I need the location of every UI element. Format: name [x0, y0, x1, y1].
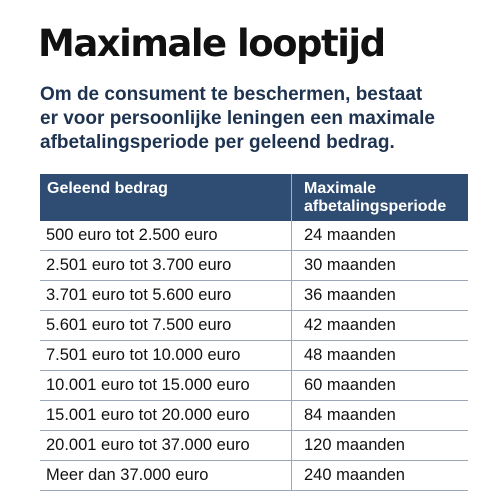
amount-cell: 5.601 euro tot 7.500 euro [46, 316, 232, 334]
table-row: 500 euro tot 2.500 euro 24 maanden [40, 221, 468, 251]
amount-cell: 10.001 euro tot 15.000 euro [46, 376, 250, 394]
period-cell: 60 maanden [291, 371, 468, 400]
period-cell: 36 maanden [291, 281, 468, 310]
intro-line: afbetalingsperiode per geleend bedrag. [40, 132, 395, 153]
table-row: 15.001 euro tot 20.000 euro 84 maanden [40, 401, 468, 431]
table-row: 10.001 euro tot 15.000 euro 60 maanden [40, 371, 468, 401]
table-row: 2.501 euro tot 3.700 euro 30 maanden [40, 251, 468, 281]
loan-term-table: Geleend bedrag Maximale afbetalingsperio… [40, 174, 468, 491]
table-header: Geleend bedrag Maximale afbetalingsperio… [40, 174, 468, 221]
header-amount: Geleend bedrag [47, 180, 168, 197]
table-row: 5.601 euro tot 7.500 euro 42 maanden [40, 311, 468, 341]
header-period-line: Maximale [304, 180, 377, 197]
period-cell: 84 maanden [291, 401, 468, 430]
amount-cell: 7.501 euro tot 10.000 euro [46, 346, 241, 364]
table-row: Meer dan 37.000 euro 240 maanden [40, 461, 468, 491]
period-cell: 120 maanden [291, 431, 468, 460]
period-cell: 48 maanden [291, 341, 468, 370]
intro-line: Om de consument te beschermen, bestaat [40, 84, 423, 105]
period-cell: 240 maanden [291, 461, 468, 490]
period-cell: 42 maanden [291, 311, 468, 340]
intro-text: Om de consument te beschermen, bestaat e… [40, 83, 480, 155]
amount-cell: 500 euro tot 2.500 euro [46, 226, 218, 244]
amount-cell: 3.701 euro tot 5.600 euro [46, 286, 232, 304]
amount-cell: 15.001 euro tot 20.000 euro [46, 406, 250, 424]
amount-cell: Meer dan 37.000 euro [46, 466, 209, 484]
header-period-line: afbetalingsperiode [304, 198, 447, 215]
period-cell: 24 maanden [291, 221, 468, 250]
table-row: 7.501 euro tot 10.000 euro 48 maanden [40, 341, 468, 371]
page-title: Maximale looptijd [38, 22, 386, 65]
table-row: 20.001 euro tot 37.000 euro 120 maanden [40, 431, 468, 461]
table-row: 3.701 euro tot 5.600 euro 36 maanden [40, 281, 468, 311]
amount-cell: 20.001 euro tot 37.000 euro [46, 436, 250, 454]
header-period: Maximale afbetalingsperiode [291, 174, 468, 221]
amount-cell: 2.501 euro tot 3.700 euro [46, 256, 232, 274]
intro-line: er voor persoonlijke leningen een maxima… [40, 108, 435, 129]
period-cell: 30 maanden [291, 251, 468, 280]
